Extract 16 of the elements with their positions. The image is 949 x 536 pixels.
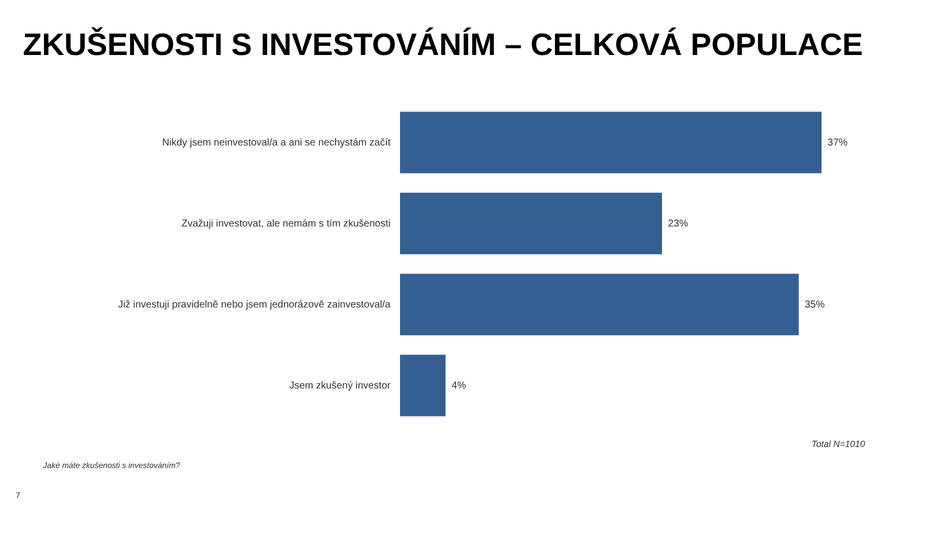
y-tick-label: Nikdy jsem neinvestoval/a a ani se nechystám začít [162, 138, 391, 148]
y-tick-label: Již investuji pravidelně nebo jsem jednorázově zainvestoval/a [118, 300, 391, 310]
chart-title: ZKUŠENOSTI S INVESTOVÁNÍM – CELKOVÁ POPULACE [22, 27, 863, 62]
data-label: 35% [804, 300, 825, 310]
data-label: 37% [828, 138, 848, 148]
bar [400, 192, 662, 254]
data-label: 4% [452, 380, 466, 392]
y-tick-label: Zvažuji investovat, ale nemám s tím zkušenosti [182, 218, 390, 230]
y-tick-label: Jsem zkušený investor [289, 380, 392, 392]
bar [400, 112, 822, 174]
bar [400, 274, 799, 336]
data-label: 23% [668, 218, 688, 230]
bar [400, 354, 446, 416]
text: 7 [16, 491, 21, 500]
text: Total N=1010 [812, 439, 865, 449]
text: Jaké máte zkušenosti s investováním? [42, 461, 181, 470]
